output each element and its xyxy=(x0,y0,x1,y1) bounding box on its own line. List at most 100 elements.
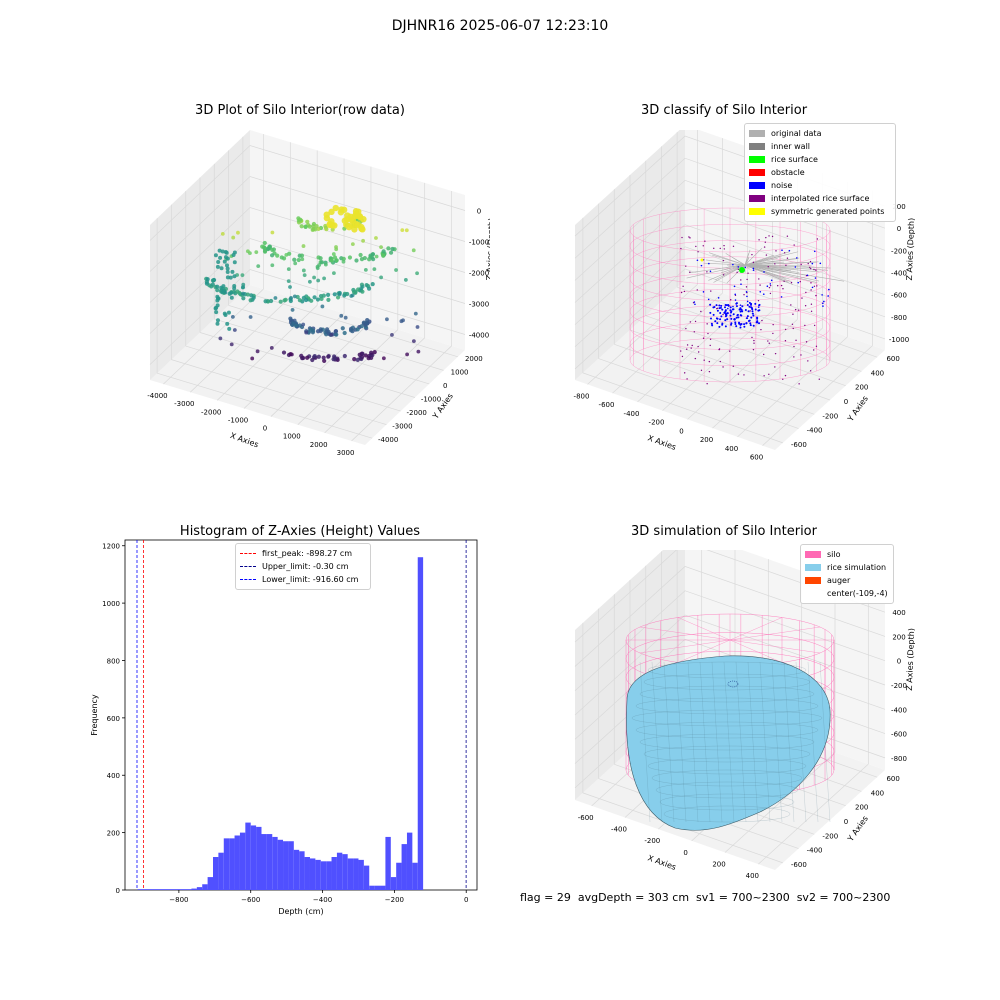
panel3-title: Histogram of Z-Axies (Height) Values xyxy=(179,524,421,539)
noise-point xyxy=(814,277,817,279)
interpolated-point xyxy=(780,284,783,287)
legend-item-upper-limit: Upper_limit: -0.30 cm xyxy=(240,560,366,573)
noise-point xyxy=(720,315,723,318)
noise-point xyxy=(710,322,713,325)
scatter-point xyxy=(205,277,210,282)
y-tick-label: 400 xyxy=(871,369,884,377)
legend-item-symmetric: symmetric generated points xyxy=(749,205,891,218)
scatter-point xyxy=(353,289,358,294)
scatter-point xyxy=(400,228,405,233)
noise-point xyxy=(748,319,751,322)
scatter-point xyxy=(232,274,237,279)
scatter-point xyxy=(341,259,346,264)
scatter-point xyxy=(307,279,312,284)
z-tick-label: -1000 xyxy=(889,336,909,344)
noise-point xyxy=(696,259,699,262)
interpolated-point xyxy=(794,308,797,311)
noise-point xyxy=(794,266,797,268)
surface-mesh-line xyxy=(747,661,759,823)
surface-mesh-line xyxy=(643,673,811,691)
scatter-point xyxy=(214,310,219,315)
scatter-point xyxy=(275,253,280,258)
histogram-bar xyxy=(250,825,257,890)
interpolated-point xyxy=(723,244,725,247)
noise-point xyxy=(709,311,712,314)
noise-point xyxy=(746,315,749,318)
scatter-point xyxy=(323,211,330,218)
surface-mesh-line xyxy=(699,661,711,823)
grid-line xyxy=(149,145,466,241)
scatter-point xyxy=(241,296,246,301)
noise-point xyxy=(754,302,757,305)
x-tick-label: −600 xyxy=(241,896,260,904)
scatter-point xyxy=(229,295,234,300)
scatter-point xyxy=(370,252,375,257)
scatter-point xyxy=(230,314,235,319)
histogram-bar xyxy=(153,889,160,890)
inner-wall-line xyxy=(744,261,819,266)
x-tick-label: -400 xyxy=(611,826,627,834)
histogram-bar xyxy=(406,832,413,890)
z-tick-label: -1000 xyxy=(469,239,489,247)
interpolated-point xyxy=(708,360,711,363)
interpolated-point xyxy=(772,332,774,335)
noise-point xyxy=(730,323,733,326)
legend-item-noise: noise xyxy=(749,179,891,192)
histogram-bar xyxy=(299,851,305,890)
interpolated-point xyxy=(686,378,688,380)
interpolated-point xyxy=(743,374,745,376)
interpolated-point xyxy=(786,235,789,237)
histogram-bar xyxy=(320,861,327,890)
interpolated-point xyxy=(749,310,751,312)
noise-point xyxy=(693,301,696,303)
symmetric-point xyxy=(700,258,704,262)
grid-line xyxy=(574,179,886,281)
surface-mesh-line xyxy=(635,697,819,715)
y-tick-label: -400 xyxy=(807,847,823,855)
interpolated-point xyxy=(708,370,711,373)
surface-mesh-line xyxy=(651,769,803,787)
noise-point xyxy=(754,308,757,311)
interpolated-point xyxy=(765,254,768,256)
surface-mesh-line xyxy=(631,709,823,727)
scatter-point xyxy=(288,298,293,304)
scatter-point xyxy=(340,206,348,214)
scatter-point xyxy=(360,289,365,294)
histogram-bar xyxy=(164,889,170,890)
z-tick-label: 200 xyxy=(892,633,905,641)
grid-line xyxy=(582,372,783,444)
interpolated-point xyxy=(786,257,789,259)
histogram-bar xyxy=(353,858,359,890)
grid-line xyxy=(242,291,458,358)
legend-item-original: original data xyxy=(749,127,891,140)
scatter-point xyxy=(299,224,304,229)
z-tick-label: 200 xyxy=(892,203,905,211)
legend-label: interpolated rice surface xyxy=(771,194,870,203)
interpolated-point xyxy=(769,292,772,295)
scatter-point xyxy=(385,317,389,322)
interpolated-point xyxy=(776,285,779,287)
scatter-point xyxy=(248,298,253,303)
panel1-title: 3D Plot of Silo Interior(row data) xyxy=(195,103,405,118)
scatter-point xyxy=(236,230,240,235)
scatter-point xyxy=(228,275,233,280)
noise-point xyxy=(750,316,753,319)
surface-mesh-line xyxy=(723,661,735,823)
scatter-point xyxy=(292,294,297,299)
scatter-point xyxy=(221,288,226,293)
y-tick-label: 600 xyxy=(886,775,899,783)
scatter-point xyxy=(263,299,268,304)
y-tick-label: 0 xyxy=(844,818,848,826)
noise-point xyxy=(734,299,737,301)
histogram-bar xyxy=(159,889,165,890)
x-tick-label: 3000 xyxy=(337,449,355,457)
scatter-point xyxy=(270,263,275,268)
scatter-point xyxy=(286,279,291,284)
legend-item-lower-limit: Lower_limit: -916.60 cm xyxy=(240,573,366,586)
scatter-point xyxy=(226,310,231,315)
noise-point xyxy=(727,304,730,307)
scatter-point xyxy=(256,264,261,269)
interpolated-point xyxy=(681,236,683,239)
noise-point xyxy=(737,316,740,319)
legend-swatch xyxy=(749,208,765,215)
